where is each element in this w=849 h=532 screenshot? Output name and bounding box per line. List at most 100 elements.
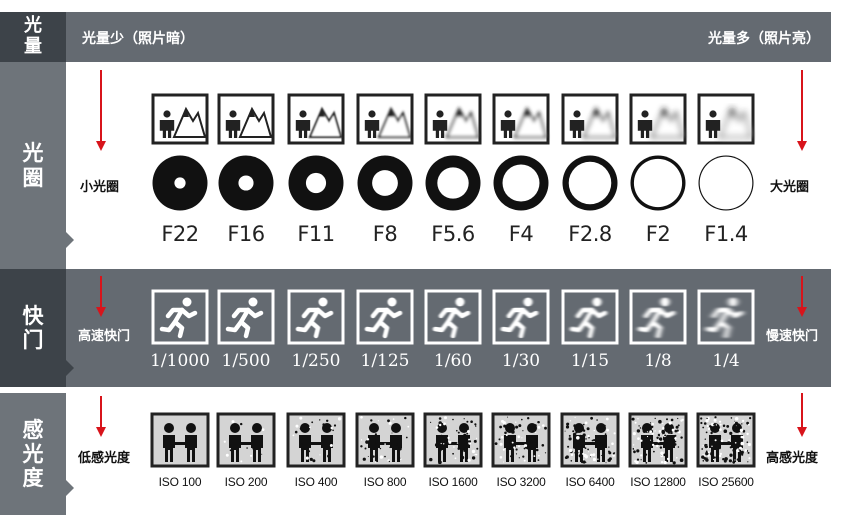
- running-man-icon: [424, 289, 482, 345]
- aperture-cell: F2: [628, 93, 688, 246]
- iso-value: ISO 800: [363, 475, 407, 489]
- aperture-left-label: 小光圈: [80, 180, 120, 195]
- iso-value: ISO 1600: [428, 475, 478, 489]
- iso-cell: ISO 25600: [694, 412, 758, 489]
- handshake-icon: [560, 412, 620, 468]
- shutter-value: 1/4: [712, 351, 740, 371]
- running-man-icon: [356, 289, 414, 345]
- aperture-cell: F8: [355, 93, 415, 246]
- shutter-value: 1/250: [291, 351, 341, 371]
- iso-value: ISO 400: [294, 475, 338, 489]
- shutter-cell: 1/8: [628, 289, 688, 371]
- iso-left-arrowhead: [96, 427, 106, 437]
- shutter-value: 1/60: [433, 351, 473, 371]
- handshake-icon: [216, 412, 276, 468]
- aperture-cell: F5.6: [423, 93, 483, 246]
- shutter-left-label: 高速快门: [78, 329, 131, 344]
- shutter-right-arrowhead: [797, 307, 807, 317]
- aperture-value: F11: [297, 222, 335, 246]
- shutter-left-arrowhead: [96, 307, 106, 317]
- shutter-cell: 1/30: [491, 289, 551, 371]
- shutter-right-arrow: [801, 276, 803, 308]
- running-man-icon: [492, 289, 550, 345]
- running-man-icon: [287, 289, 345, 345]
- header-side-label: 光量: [0, 12, 66, 62]
- running-man-icon: [151, 289, 209, 345]
- header-band: [0, 12, 831, 62]
- aperture-value: F2.8: [568, 222, 612, 246]
- portrait-landscape-icon: [356, 93, 414, 211]
- handshake-icon: [423, 412, 483, 468]
- aperture-left-arrowhead: [96, 141, 106, 151]
- iso-value: ISO 6400: [565, 475, 615, 489]
- aperture-value: F22: [161, 222, 199, 246]
- portrait-landscape-icon: [151, 93, 209, 211]
- aperture-cell: F11: [286, 93, 346, 246]
- iso-left-label: 低感光度: [78, 451, 131, 466]
- aperture-cell: F22: [150, 93, 210, 246]
- shutter-cell: 1/500: [216, 289, 276, 371]
- iso-value: ISO 200: [224, 475, 268, 489]
- iso-value: ISO 3200: [496, 475, 546, 489]
- shutter-value: 1/15: [570, 351, 610, 371]
- portrait-landscape-icon: [629, 93, 687, 211]
- iso-cell: ISO 200: [214, 412, 278, 489]
- iso-left-arrow: [100, 396, 102, 428]
- shutter-cell: 1/250: [286, 289, 346, 371]
- portrait-landscape-icon: [287, 93, 345, 211]
- aperture-cell: F4: [491, 93, 551, 246]
- aperture-value: F8: [372, 222, 398, 246]
- iso-cell: ISO 12800: [626, 412, 690, 489]
- handshake-icon: [355, 412, 415, 468]
- iso-cell: ISO 3200: [489, 412, 553, 489]
- aperture-right-arrow: [801, 70, 803, 142]
- iso-cell: ISO 1600: [421, 412, 485, 489]
- iso-right-arrowhead: [797, 427, 807, 437]
- shutter-band: [0, 269, 831, 387]
- aperture-value: F2: [645, 222, 671, 246]
- iso-cell: ISO 400: [284, 412, 348, 489]
- aperture-cell: F16: [216, 93, 276, 246]
- aperture-cell: F1.4: [696, 93, 756, 246]
- shutter-value: 1/125: [360, 351, 410, 371]
- running-man-icon: [217, 289, 275, 345]
- running-man-icon: [561, 289, 619, 345]
- handshake-icon: [150, 412, 210, 468]
- running-man-icon: [697, 289, 755, 345]
- iso-value: ISO 25600: [698, 475, 754, 489]
- shutter-value: 1/8: [644, 351, 672, 371]
- portrait-landscape-icon: [217, 93, 275, 211]
- shutter-value: 1/30: [501, 351, 541, 371]
- shutter-cell: 1/125: [355, 289, 415, 371]
- aperture-value: F4: [508, 222, 534, 246]
- aperture-value: F16: [227, 222, 265, 246]
- aperture-value: F5.6: [431, 222, 475, 246]
- shutter-value: 1/1000: [150, 351, 210, 371]
- aperture-notch: [66, 232, 74, 248]
- aperture-value: F1.4: [704, 222, 748, 246]
- iso-side-label: 感光度: [0, 393, 66, 515]
- aperture-left-arrow: [100, 70, 102, 142]
- aperture-right-label: 大光圈: [770, 180, 810, 195]
- portrait-landscape-icon: [492, 93, 550, 211]
- iso-cell: ISO 6400: [558, 412, 622, 489]
- iso-value: ISO 100: [158, 475, 202, 489]
- iso-right-label: 高感光度: [766, 451, 819, 466]
- shutter-cell: 1/1000: [150, 289, 210, 371]
- handshake-icon: [491, 412, 551, 468]
- portrait-landscape-icon: [561, 93, 619, 211]
- handshake-icon: [696, 412, 756, 468]
- iso-cell: ISO 800: [353, 412, 417, 489]
- shutter-side-label: 快门: [0, 269, 66, 387]
- shutter-cell: 1/60: [423, 289, 483, 371]
- iso-value: ISO 12800: [630, 475, 686, 489]
- running-man-icon: [629, 289, 687, 345]
- iso-notch: [66, 480, 74, 496]
- shutter-right-label: 慢速快门: [766, 329, 819, 344]
- iso-right-arrow: [801, 393, 803, 428]
- shutter-cell: 1/4: [696, 289, 756, 371]
- shutter-value: 1/500: [221, 351, 271, 371]
- portrait-landscape-icon: [697, 93, 755, 211]
- header-right-label: 光量多（照片亮）: [708, 31, 820, 47]
- header-left-label: 光量少（照片暗）: [82, 31, 194, 47]
